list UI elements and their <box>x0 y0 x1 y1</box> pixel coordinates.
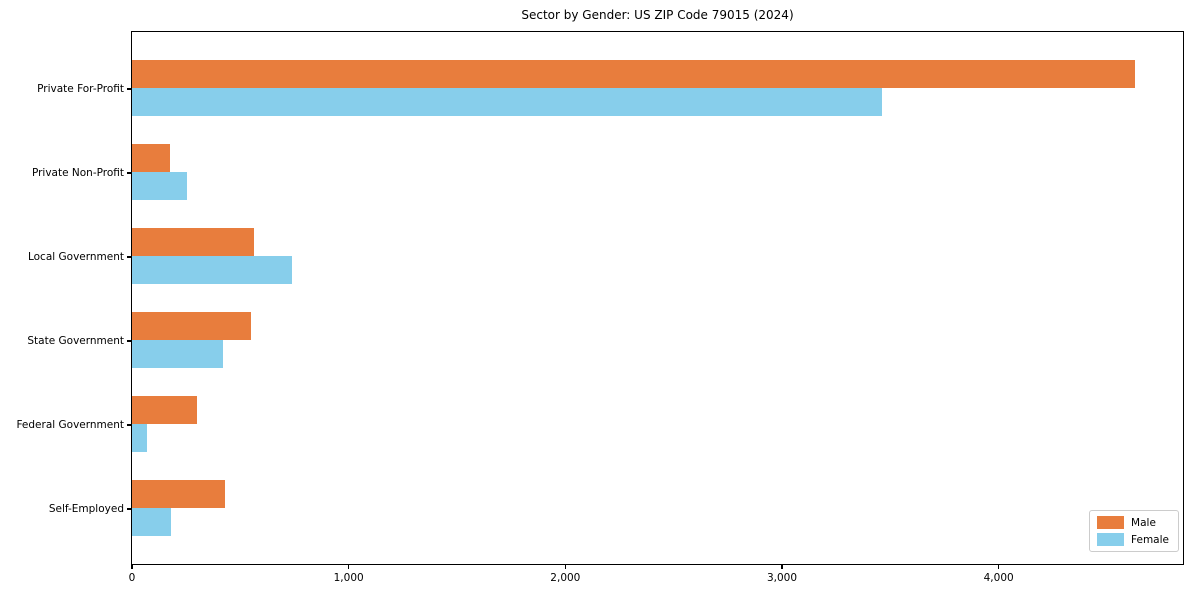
bar-male-private-for-profit <box>132 60 1135 89</box>
ytick-label-private-non-profit: Private Non-Profit <box>31 166 124 179</box>
legend-swatch-male-icon <box>1097 516 1125 529</box>
legend-label-female: Female <box>1131 533 1169 546</box>
ytick-label-federal-government: Federal Government <box>16 418 124 431</box>
xtick-mark-0 <box>131 565 133 569</box>
xtick-label-0: 0 <box>128 572 136 584</box>
legend-row-male: Male <box>1097 516 1169 529</box>
xtick-label-1,000: 1,000 <box>333 572 364 584</box>
xtick-mark-3,000 <box>781 565 783 569</box>
legend: Male Female <box>1089 510 1179 552</box>
xtick-label-2,000: 2,000 <box>550 572 581 584</box>
chart-title: Sector by Gender: US ZIP Code 79015 (202… <box>521 8 794 22</box>
ytick-mark-self-employed <box>127 508 131 510</box>
xtick-label-4,000: 4,000 <box>983 572 1014 584</box>
ytick-label-private-for-profit: Private For-Profit <box>37 82 124 95</box>
bar-female-state-government <box>132 340 223 369</box>
plot-area: Male Female <box>131 31 1184 565</box>
ytick-label-state-government: State Government <box>27 334 124 347</box>
xtick-mark-4,000 <box>997 565 1000 569</box>
ytick-mark-federal-government <box>127 424 131 426</box>
xtick-label-3,000: 3,000 <box>766 572 798 584</box>
bar-male-state-government <box>132 312 251 341</box>
ytick-label-local-government: Local Government <box>27 250 124 263</box>
legend-label-male: Male <box>1131 516 1156 529</box>
bar-female-self-employed <box>132 508 171 537</box>
bar-female-local-government <box>132 256 292 285</box>
bar-male-federal-government <box>132 396 197 425</box>
bar-male-private-non-profit <box>132 144 170 173</box>
bar-female-private-for-profit <box>132 88 882 117</box>
ytick-label-self-employed: Self-Employed <box>48 502 124 515</box>
legend-row-female: Female <box>1097 533 1169 546</box>
bar-female-federal-government <box>132 424 147 453</box>
ytick-mark-private-non-profit <box>127 172 131 174</box>
bar-female-private-non-profit <box>132 172 187 201</box>
xtick-mark-2,000 <box>564 565 567 569</box>
xtick-mark-1,000 <box>347 565 350 569</box>
ytick-mark-state-government <box>127 340 131 342</box>
ytick-mark-local-government <box>127 256 131 258</box>
ytick-mark-private-for-profit <box>127 88 131 90</box>
bar-male-local-government <box>132 228 254 257</box>
bar-male-self-employed <box>132 480 225 509</box>
legend-swatch-female-icon <box>1097 533 1125 546</box>
